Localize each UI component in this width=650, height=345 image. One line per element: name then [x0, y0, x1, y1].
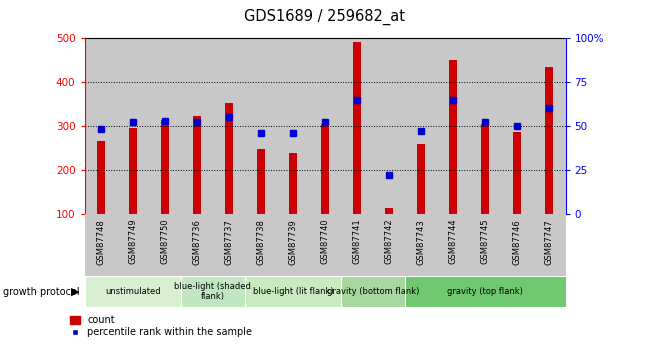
Bar: [97, 141, 105, 214]
Bar: [161, 120, 169, 214]
Bar: [341, 276, 405, 307]
Bar: [321, 124, 329, 214]
Text: GSM87741: GSM87741: [352, 219, 361, 265]
Bar: [192, 116, 201, 214]
Bar: [373, 38, 405, 214]
Text: GSM87746: GSM87746: [513, 219, 522, 265]
Text: GSM87750: GSM87750: [160, 219, 169, 265]
Bar: [245, 276, 341, 307]
Bar: [277, 38, 309, 214]
Bar: [181, 276, 245, 307]
Text: blue-light (shaded
flank): blue-light (shaded flank): [174, 282, 251, 301]
Text: GSM87748: GSM87748: [96, 219, 105, 265]
Text: GSM87747: GSM87747: [545, 219, 554, 265]
Bar: [245, 38, 277, 214]
Text: GSM87743: GSM87743: [417, 219, 426, 265]
Text: growth protocol: growth protocol: [3, 287, 80, 296]
Text: GSM87744: GSM87744: [448, 219, 458, 265]
Bar: [84, 276, 181, 307]
Bar: [405, 38, 437, 214]
Text: GSM87739: GSM87739: [289, 219, 298, 265]
Bar: [213, 38, 245, 214]
Bar: [309, 38, 341, 214]
Text: gravity (bottom flank): gravity (bottom flank): [327, 287, 419, 296]
Bar: [84, 38, 116, 214]
Bar: [405, 276, 566, 307]
Bar: [385, 208, 393, 214]
Text: blue-light (lit flank): blue-light (lit flank): [253, 287, 333, 296]
Bar: [514, 132, 521, 214]
Text: GSM87740: GSM87740: [320, 219, 330, 265]
Bar: [116, 38, 149, 214]
Bar: [417, 145, 425, 214]
Bar: [481, 124, 489, 214]
Text: GSM87737: GSM87737: [224, 219, 233, 265]
Bar: [534, 38, 566, 214]
Text: unstimulated: unstimulated: [105, 287, 161, 296]
Bar: [181, 38, 213, 214]
Bar: [469, 38, 501, 214]
Legend: count, percentile rank within the sample: count, percentile rank within the sample: [70, 315, 252, 337]
Bar: [289, 153, 297, 214]
Text: GSM87749: GSM87749: [128, 219, 137, 265]
Text: GSM87736: GSM87736: [192, 219, 202, 265]
Bar: [353, 42, 361, 214]
Text: ▶: ▶: [71, 287, 79, 296]
Bar: [225, 103, 233, 214]
Bar: [129, 128, 136, 214]
Text: gravity (top flank): gravity (top flank): [447, 287, 523, 296]
Text: GSM87738: GSM87738: [256, 219, 265, 265]
Bar: [545, 67, 553, 214]
Text: GSM87745: GSM87745: [481, 219, 490, 265]
Text: GDS1689 / 259682_at: GDS1689 / 259682_at: [244, 9, 406, 25]
Bar: [437, 38, 469, 214]
Bar: [449, 60, 458, 214]
Bar: [149, 38, 181, 214]
Text: GSM87742: GSM87742: [385, 219, 394, 265]
Bar: [257, 149, 265, 214]
Bar: [341, 38, 373, 214]
Bar: [501, 38, 534, 214]
